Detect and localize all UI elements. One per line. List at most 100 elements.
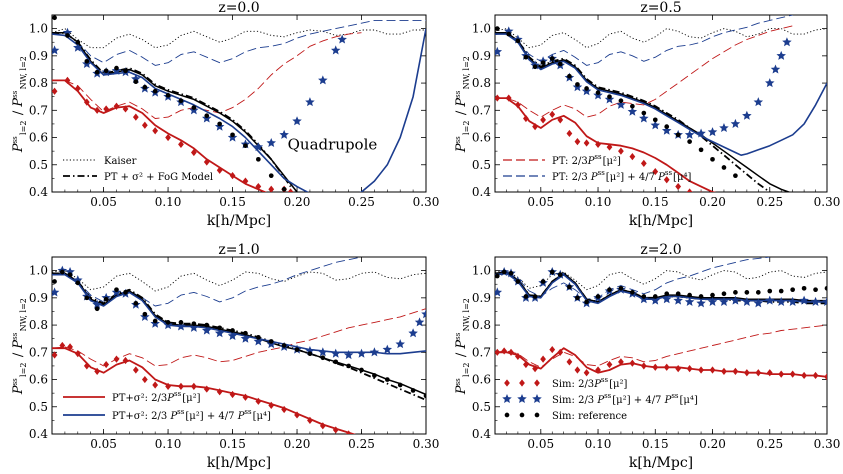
diamond-marker — [332, 426, 339, 434]
star-marker — [673, 295, 683, 305]
diamond-marker — [606, 143, 613, 151]
diamond-marker — [640, 362, 647, 370]
diamond-marker — [505, 94, 512, 102]
circle-marker — [495, 273, 500, 279]
star-marker — [742, 110, 752, 120]
star-marker — [330, 45, 341, 55]
diamond-marker — [255, 397, 262, 405]
y-tick-label: 0.4 — [472, 427, 491, 441]
y-tick-label: 0.6 — [29, 131, 48, 145]
circle-marker — [508, 270, 514, 276]
diamond-marker — [732, 367, 739, 375]
circle-marker — [540, 279, 546, 284]
y-tick-label: 0.6 — [472, 373, 491, 387]
x-axis-label: k[h/Mpc] — [207, 455, 271, 471]
circle-marker — [281, 343, 287, 348]
diamond-marker — [268, 401, 275, 410]
diamond-marker — [595, 140, 601, 148]
y-axis-label-group: Pss l=2 / Pss NW, l=2 — [11, 56, 28, 153]
circle-marker — [567, 73, 572, 79]
diamond-marker — [709, 366, 716, 374]
circle-marker — [346, 363, 351, 369]
circle-marker — [268, 173, 274, 179]
diamond-marker — [103, 360, 110, 369]
diamond-marker — [508, 348, 514, 356]
series-line-dashdot-black — [52, 272, 426, 401]
data-layer — [495, 257, 827, 381]
legend-label: Sim: reference — [552, 411, 627, 422]
circle-marker — [152, 318, 158, 324]
circle-marker — [294, 347, 300, 352]
circle-marker — [532, 294, 538, 299]
legend-marker — [519, 412, 525, 418]
circle-marker — [790, 287, 795, 293]
circle-marker — [501, 269, 507, 275]
star-marker — [131, 73, 141, 84]
circle-marker — [178, 98, 184, 104]
diamond-marker — [583, 139, 590, 147]
diamond-marker — [766, 369, 773, 377]
circle-marker — [567, 284, 572, 290]
circle-marker — [230, 328, 235, 333]
y-tick-label: 0.4 — [29, 185, 48, 199]
x-tick-label: 0.05 — [90, 195, 117, 209]
series-line-solid-blue — [52, 28, 426, 192]
circle-marker — [515, 38, 521, 44]
diamond-marker — [743, 369, 750, 377]
y-tick-label: 0.9 — [29, 291, 48, 305]
diamond-marker — [629, 359, 636, 367]
circle-marker — [103, 296, 109, 302]
circle-marker — [307, 351, 313, 357]
series-line-dotted-black — [495, 270, 827, 291]
y-axis-label-group: Pss l=2 / Pss NW, l=2 — [11, 298, 28, 395]
circle-marker — [165, 320, 171, 325]
circle-marker — [687, 292, 692, 298]
y-tick-label: 0.4 — [29, 427, 48, 441]
circle-marker — [230, 132, 235, 138]
circle-marker — [123, 68, 128, 74]
circle-marker — [652, 117, 658, 123]
series-line-solid-black — [495, 31, 792, 192]
panel-title: z=2.0 — [640, 242, 681, 258]
y-tick-label: 0.6 — [472, 131, 491, 145]
star-marker — [214, 328, 225, 338]
diamond-marker — [103, 105, 110, 113]
x-tick-label: 0.20 — [699, 437, 726, 451]
star-marker — [495, 46, 503, 56]
circle-marker — [75, 39, 81, 45]
circle-marker — [584, 299, 589, 305]
legend-marker — [534, 412, 540, 418]
legend-marker — [517, 394, 527, 404]
circle-marker — [133, 79, 139, 85]
star-marker — [266, 137, 276, 148]
star-marker — [770, 64, 781, 74]
circle-marker — [641, 294, 647, 299]
star-marker — [776, 50, 786, 60]
circle-marker — [94, 306, 100, 312]
star-marker — [279, 129, 289, 139]
star-marker — [240, 333, 251, 343]
diamond-marker — [345, 430, 352, 434]
circle-marker — [384, 377, 390, 382]
star-marker — [65, 266, 75, 277]
diamond-marker — [122, 105, 129, 113]
circle-marker — [243, 330, 248, 336]
circle-marker — [630, 103, 635, 109]
star-marker — [753, 298, 764, 308]
y-tick-label: 0.9 — [29, 49, 48, 63]
y-tick-label: 1.0 — [29, 264, 48, 278]
x-tick-label: 0.25 — [348, 437, 375, 451]
circle-marker — [84, 295, 90, 301]
star-marker — [684, 296, 695, 306]
y-tick-label: 0.4 — [472, 185, 491, 199]
circle-marker — [630, 290, 635, 295]
legend: Kaiser PT + σ² + FoG Model — [63, 156, 213, 183]
star-marker — [52, 45, 60, 55]
y-tick-label: 0.7 — [472, 103, 491, 117]
diamond-marker — [566, 358, 573, 366]
x-tick-label: 0.20 — [284, 195, 311, 209]
diamond-marker — [216, 388, 223, 396]
series-line-solid-red — [52, 347, 356, 434]
x-tick-label: 0.30 — [814, 195, 841, 209]
diamond-marker — [812, 371, 819, 380]
